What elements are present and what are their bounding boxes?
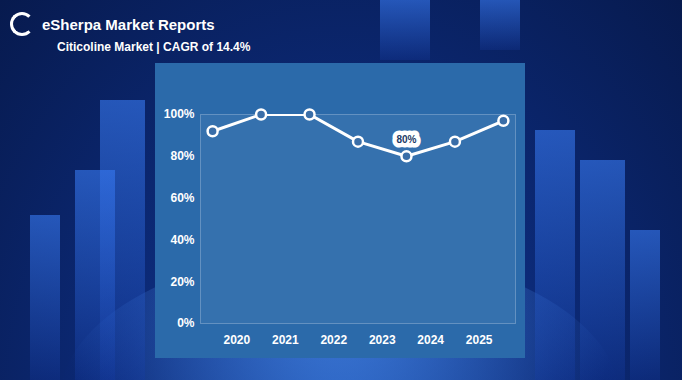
svg-text:2023: 2023	[369, 333, 396, 347]
svg-text:100%: 100%	[164, 107, 195, 121]
svg-text:80%: 80%	[396, 134, 416, 145]
svg-text:2021: 2021	[272, 333, 299, 347]
html-text:eSherpa Market Reports: eSherpa Market Reports	[42, 15, 215, 33]
svg-text:60%: 60%	[170, 191, 194, 205]
svg-text:0%: 0%	[177, 316, 195, 330]
svg-text:40%: 40%	[170, 233, 194, 247]
svg-text:2025: 2025	[466, 333, 493, 347]
svg-text:2024: 2024	[417, 333, 444, 347]
svg-text:80%: 80%	[170, 149, 194, 163]
svg-text:2022: 2022	[320, 333, 347, 347]
svg-text:2020: 2020	[223, 333, 250, 347]
svg-text:20%: 20%	[170, 275, 194, 289]
html-text:Citicoline Market | CAGR of 14: Citicoline Market | CAGR of 14.4%	[57, 40, 251, 54]
